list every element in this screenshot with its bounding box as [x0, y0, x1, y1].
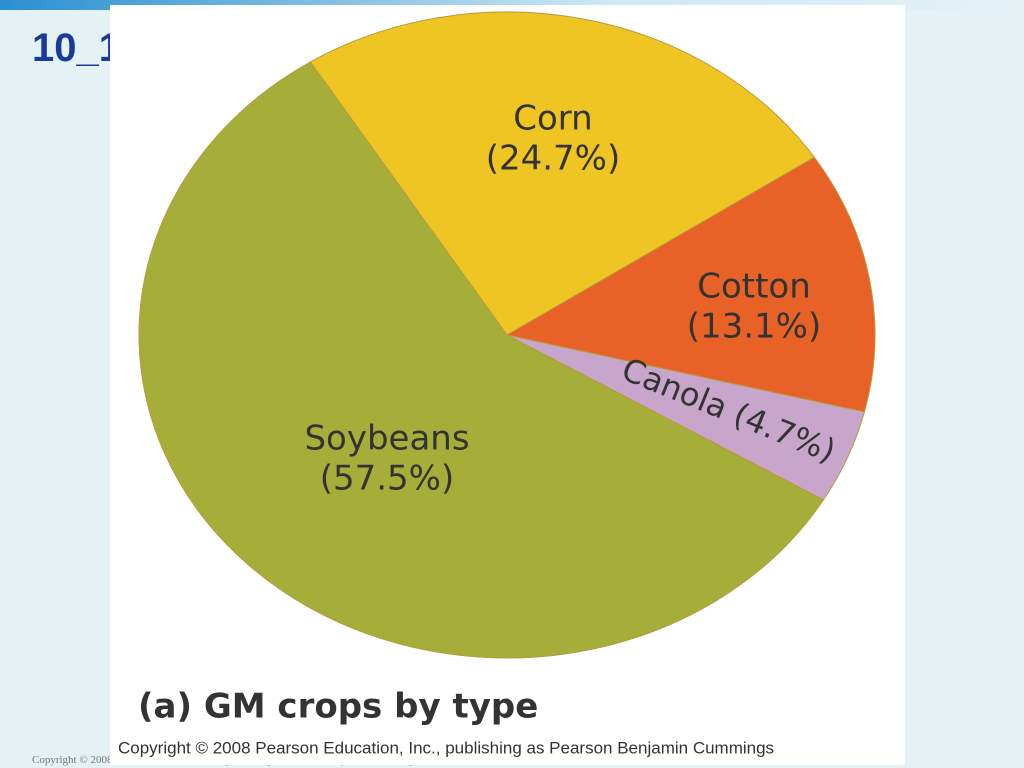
slide-title: 10_1: [32, 26, 121, 70]
chart-title: (a) GM crops by type: [138, 687, 538, 727]
chart-caption: Copyright © 2008 Pearson Education, Inc.…: [118, 738, 774, 757]
value-label: (13.1%): [687, 307, 822, 347]
category-label: Cotton: [697, 267, 811, 307]
pie-slice: [138, 61, 825, 659]
category-label: Soybeans: [304, 419, 469, 459]
value-label: (24.7%): [486, 139, 621, 179]
pie-slice: [505, 156, 876, 413]
category-label: Corn: [513, 99, 592, 139]
pie-slice: [309, 11, 816, 336]
value-label: (57.5%): [320, 459, 455, 499]
pie: Corn(24.7%)Cotton(13.1%)Canola (4.7%)Soy…: [138, 11, 876, 659]
